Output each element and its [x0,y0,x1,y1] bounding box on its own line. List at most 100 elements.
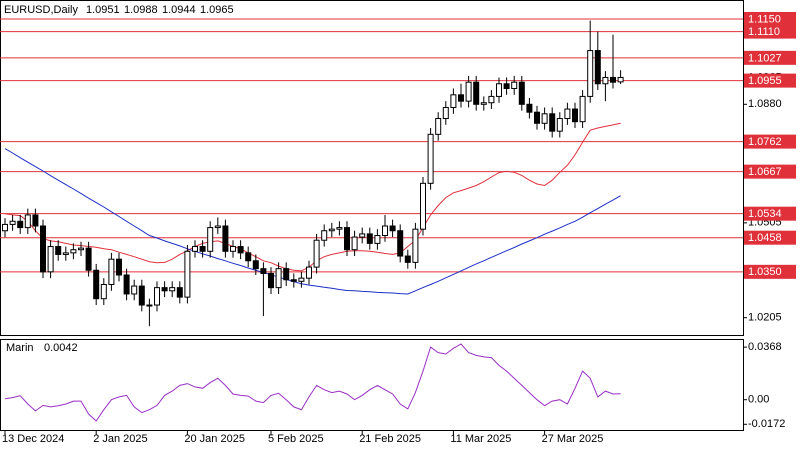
level-label-box [744,164,796,179]
candle-body [488,95,495,104]
moving-average [4,148,621,295]
candle-body [245,252,252,262]
candle-body [556,118,563,132]
candle-body [328,228,335,232]
candle-body [534,111,540,124]
candle-body [207,227,214,252]
candle-body [587,50,594,97]
candle-body [108,258,115,285]
oscillator-tick-label: -0.0172 [748,418,785,430]
candle-body [313,239,320,268]
candle-body [602,76,609,85]
candle-body [382,225,388,236]
header-ohlc: 1.0988 [124,4,158,16]
candle-body [572,108,578,123]
x-tick-label: 21 Feb 2025 [359,433,421,445]
level-label-box [744,230,796,245]
candle-body [176,287,183,298]
candle-body [78,247,84,251]
level-label: 1.0667 [748,166,782,178]
candle-body [290,279,297,282]
candle-body [321,230,328,241]
candle-body [85,247,92,271]
candle-body [9,220,16,225]
candle-body [146,304,153,307]
level-label-box [744,73,796,88]
header-ohlc: 1.0951 [86,4,120,16]
oscillator-title: Marin [6,342,34,354]
candle-body [541,113,548,124]
candle-body [594,50,601,85]
candle-body [192,246,198,252]
candle-body [617,76,624,83]
candle-body [579,95,586,123]
candle-body [442,106,449,120]
candle-body [306,266,312,279]
level-label: 1.1110 [748,26,780,38]
candle-body [473,81,480,105]
candle-body [420,182,426,230]
y-tick-label: 1.0880 [748,98,782,110]
candle-body [610,76,616,83]
candle-body [93,269,100,300]
candle-body [138,285,145,306]
level-label: 1.0534 [748,208,782,220]
candle-body [275,268,282,289]
candle-body [2,223,8,232]
candle-body [298,277,305,282]
header-ohlc: 1.0944 [162,4,196,16]
candle-body [123,274,130,295]
candle-body [518,81,525,105]
header: EURUSD,Daily [4,4,78,16]
candle-body [496,83,502,97]
candle-body [252,260,259,270]
level-label-box [744,206,796,221]
candle-body [47,246,54,273]
candle-body [450,94,457,108]
candle-body [100,283,107,300]
candle-body [55,246,62,255]
candle-body [40,225,46,273]
candle-body [268,272,274,289]
level-label: 1.0350 [748,266,782,278]
header-ohlc: 1.0965 [200,4,234,16]
candle-body [526,103,533,113]
candle-body [199,246,206,252]
candle-body [503,83,510,90]
candle-body [62,252,69,255]
candle-body [336,227,343,230]
oscillator-line [4,343,621,422]
level-label: 1.0762 [748,136,782,148]
level-label: 1.0458 [748,232,782,244]
moving-average [4,122,621,272]
y-tick-label: 1.0205 [748,312,782,324]
candle-body [359,233,366,238]
candle-body [458,94,464,102]
candle-body [154,287,160,306]
candle-body [161,287,168,292]
candle-body [389,225,396,232]
candle-body [435,118,442,135]
candle-body [230,246,236,252]
candle-body [427,133,434,184]
oscillator-pane-border [0,339,744,431]
level-label: 1.0955 [748,75,782,87]
candle-body [283,268,290,281]
oscillator-tick-label: 0.00 [748,394,769,406]
candle-body [351,236,358,251]
level-label-box [744,11,796,26]
x-tick-label: 13 Dec 2024 [2,433,64,445]
candle-body [344,227,350,251]
x-tick-label: 27 Mar 2025 [542,433,604,445]
oscillator-tick-label: 0.0368 [748,341,782,353]
x-tick-label: 2 Jan 2025 [93,433,147,445]
candle-body [169,287,176,292]
main-pane-border [0,0,744,336]
candle-body [24,214,31,229]
x-tick-label: 5 Feb 2025 [268,433,324,445]
candle-body [214,225,221,229]
candle-body [260,268,267,274]
level-label: 1.1150 [748,13,781,25]
candle-body [70,249,77,254]
